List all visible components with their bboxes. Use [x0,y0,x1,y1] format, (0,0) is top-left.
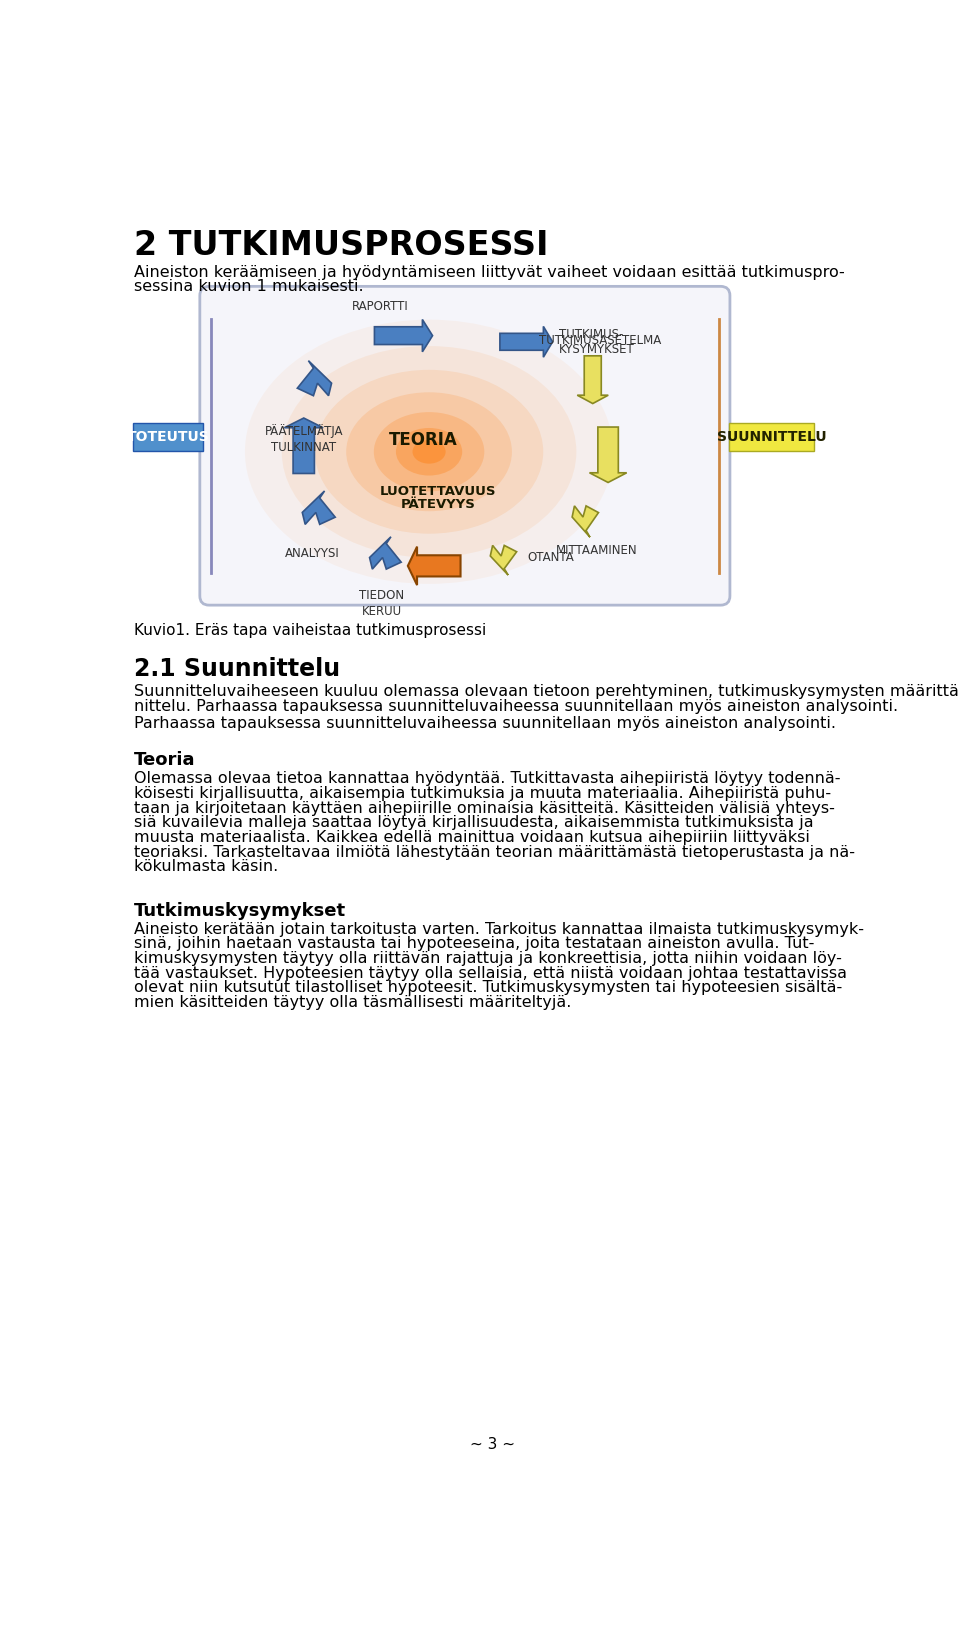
Text: Teoria: Teoria [134,752,196,770]
Text: TIEDON
KERUU: TIEDON KERUU [359,589,404,617]
Text: ANALYYSI: ANALYYSI [285,547,340,560]
Ellipse shape [347,392,512,511]
Polygon shape [408,547,461,585]
Text: nittelu. Parhaassa tapauksessa suunnitteluvaiheessa suunnitellaan myös aineiston: nittelu. Parhaassa tapauksessa suunnitte… [134,699,898,714]
Text: OTANTA: OTANTA [527,552,574,565]
Polygon shape [589,427,627,483]
Polygon shape [298,361,331,396]
Polygon shape [302,491,335,524]
Text: PÄTEVYYS: PÄTEVYYS [401,498,476,511]
Polygon shape [572,506,598,537]
Text: ~ 3 ~: ~ 3 ~ [469,1437,515,1452]
Text: SUUNNITTELU: SUUNNITTELU [717,430,827,443]
Text: olevat niin kutsutut tilastolliset hypoteesit. Tutkimuskysymysten tai hypoteesie: olevat niin kutsutut tilastolliset hypot… [134,980,842,995]
Text: Parhaassa tapauksessa suunnitteluvaiheessa suunnitellaan myös aineiston analysoi: Parhaassa tapauksessa suunnitteluvaihees… [134,716,836,731]
Text: 2 TUTKIMUSPROSESSI: 2 TUTKIMUSPROSESSI [134,230,548,263]
Ellipse shape [413,440,445,463]
Ellipse shape [396,429,462,476]
Text: 2.1 Suunnittelu: 2.1 Suunnittelu [134,657,340,681]
Text: TOTEUTUS: TOTEUTUS [127,430,209,443]
Polygon shape [284,419,324,473]
Text: MITTAAMINEN: MITTAAMINEN [556,544,637,557]
FancyBboxPatch shape [200,286,730,606]
Text: Kuvio1. Eräs tapa vaiheistaa tutkimusprosessi: Kuvio1. Eräs tapa vaiheistaa tutkimuspro… [134,622,486,637]
Text: sessina kuvion 1 mukaisesti.: sessina kuvion 1 mukaisesti. [134,279,364,294]
Text: kimuskysymysten täytyy olla riittävän rajattuja ja konkreettisia, jotta niihin v: kimuskysymysten täytyy olla riittävän ra… [134,951,842,965]
Text: tää vastaukset. Hypoteesien täytyy olla sellaisia, että niistä voidaan johtaa te: tää vastaukset. Hypoteesien täytyy olla … [134,965,847,980]
Text: köisesti kirjallisuutta, aikaisempia tutkimuksia ja muuta materiaalia. Aihepiiri: köisesti kirjallisuutta, aikaisempia tut… [134,787,831,801]
Text: kökulmasta käsin.: kökulmasta käsin. [134,859,278,874]
Polygon shape [491,545,516,575]
Text: sinä, joihin haetaan vastausta tai hypoteeseina, joita testataan aineiston avull: sinä, joihin haetaan vastausta tai hypot… [134,936,814,951]
Text: taan ja kirjoitetaan käyttäen aihepiirille ominaisia käsitteitä. Käsitteiden väl: taan ja kirjoitetaan käyttäen aihepiiril… [134,801,835,816]
Text: TUTKIMUSASETELMA: TUTKIMUSASETELMA [540,335,661,348]
Text: LUOTETTAVUUS: LUOTETTAVUUS [380,486,496,498]
Text: teoriaksi. Tarkasteltavaa ilmiötä lähestytään teorian määrittämästä tietoperusta: teoriaksi. Tarkasteltavaa ilmiötä lähest… [134,844,855,860]
Polygon shape [500,327,553,358]
Text: PÄÄTELMÄTJA
TULKINNAT: PÄÄTELMÄTJA TULKINNAT [264,424,343,453]
Text: siä kuvailevia malleja saattaa löytyä kirjallisuudesta, aikaisemmista tutkimuksi: siä kuvailevia malleja saattaa löytyä ki… [134,816,813,831]
Text: Tutkimuskysymykset: Tutkimuskysymykset [134,901,346,920]
Ellipse shape [281,346,576,558]
FancyBboxPatch shape [730,424,814,450]
Text: RAPORTTI: RAPORTTI [352,299,409,312]
Ellipse shape [315,369,543,534]
Text: muusta materiaalista. Kaikkea edellä mainittua voidaan kutsua aihepiiriin liitty: muusta materiaalista. Kaikkea edellä mai… [134,829,810,846]
Text: Aineisto kerätään jotain tarkoitusta varten. Tarkoitus kannattaa ilmaista tutkim: Aineisto kerätään jotain tarkoitusta var… [134,921,864,936]
FancyBboxPatch shape [133,424,203,450]
Ellipse shape [373,412,484,491]
Text: mien käsitteiden täytyy olla täsmällisesti määriteltyjä.: mien käsitteiden täytyy olla täsmällises… [134,995,571,1010]
Polygon shape [577,356,609,404]
Text: Olemassa olevaa tietoa kannattaa hyödyntää. Tutkittavasta aihepiiristä löytyy to: Olemassa olevaa tietoa kannattaa hyödynt… [134,772,840,787]
Text: Suunnitteluvaiheeseen kuuluu olemassa olevaan tietoon perehtyminen, tutkimuskysy: Suunnitteluvaiheeseen kuuluu olemassa ol… [134,685,960,699]
Text: Aineiston keräämiseen ja hyödyntämiseen liittyvät vaiheet voidaan esittää tutkim: Aineiston keräämiseen ja hyödyntämiseen … [134,264,845,279]
Text: TUTKIMUS-
KYSYMYKSET: TUTKIMUS- KYSYMYKSET [559,328,635,356]
Polygon shape [374,320,433,351]
Polygon shape [370,537,401,570]
Ellipse shape [245,320,613,585]
Text: TEORIA: TEORIA [389,432,457,450]
